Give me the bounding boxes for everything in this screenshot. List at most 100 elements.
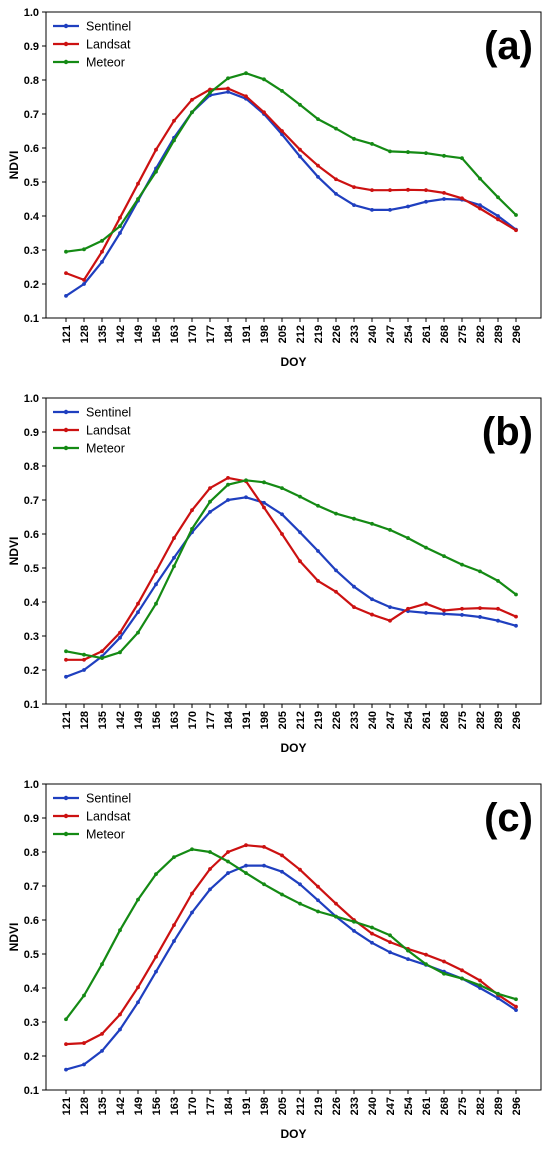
- data-point-meteor: [190, 110, 194, 115]
- x-tick-label: 226: [331, 1097, 343, 1115]
- data-point-sentinel: [514, 1008, 518, 1012]
- data-point-sentinel: [388, 950, 392, 955]
- x-tick-label: 212: [295, 325, 307, 343]
- x-tick-label: 219: [313, 325, 325, 343]
- data-point-meteor: [424, 962, 428, 967]
- legend-label-landsat: Landsat: [86, 810, 131, 824]
- data-point-meteor: [244, 871, 248, 875]
- data-point-landsat: [460, 196, 464, 201]
- y-tick-label: 0.2: [24, 279, 39, 291]
- legend-marker-meteor: [63, 445, 69, 451]
- data-point-landsat: [136, 181, 140, 186]
- legend-marker-sentinel: [63, 409, 69, 415]
- x-tick-label: 142: [115, 711, 127, 729]
- chart-panel-b: 0.1 0.2 0.3 0.4 0.5 0.6 0.7 0.8 0.9 1.0 121 128 135 1…: [0, 386, 550, 772]
- series-line-meteor: [65, 72, 517, 253]
- x-tick-label: 226: [331, 325, 343, 343]
- data-point-meteor: [136, 897, 140, 902]
- data-point-sentinel: [136, 1000, 140, 1005]
- x-tick-label: 135: [97, 711, 109, 729]
- data-point-meteor: [154, 169, 158, 174]
- legend-label-meteor: Meteor: [86, 56, 125, 70]
- data-point-meteor: [154, 872, 158, 876]
- x-tick-label: 240: [367, 711, 379, 729]
- data-point-sentinel: [118, 1027, 122, 1032]
- x-tick-label: 296: [511, 711, 523, 729]
- data-point-landsat: [406, 187, 410, 192]
- legend-marker-sentinel: [63, 795, 69, 801]
- x-tick-label: 254: [403, 1096, 415, 1115]
- data-point-meteor: [172, 138, 176, 143]
- data-point-sentinel: [388, 605, 392, 609]
- y-tick-label: 1.0: [24, 779, 39, 791]
- x-tick-label: 212: [295, 1097, 307, 1115]
- data-point-landsat: [280, 532, 284, 536]
- x-axis-label: DOY: [280, 741, 306, 755]
- series-line-sentinel: [65, 864, 517, 1071]
- x-tick-label: 142: [115, 325, 127, 343]
- x-tick-label: 289: [493, 325, 505, 343]
- data-point-sentinel: [226, 498, 230, 502]
- data-point-meteor: [460, 562, 464, 567]
- data-point-sentinel: [118, 635, 122, 640]
- data-point-landsat: [424, 952, 428, 957]
- data-point-landsat: [478, 206, 482, 211]
- data-point-landsat: [478, 978, 482, 983]
- x-tick-label: 156: [151, 325, 163, 343]
- data-point-sentinel: [478, 615, 482, 619]
- data-point-landsat: [460, 968, 464, 973]
- data-point-sentinel: [172, 555, 176, 560]
- data-point-landsat: [442, 190, 446, 195]
- y-tick-label: 0.9: [24, 41, 39, 53]
- series-line-landsat: [65, 87, 517, 281]
- data-point-landsat: [334, 177, 338, 182]
- legend-marker-landsat: [63, 813, 69, 819]
- data-point-sentinel: [280, 512, 284, 517]
- x-tick-label: 205: [277, 1097, 289, 1115]
- y-tick-label: 1.0: [24, 7, 39, 19]
- legend-marker-landsat: [63, 427, 69, 433]
- data-point-meteor: [370, 521, 374, 526]
- data-point-meteor: [460, 156, 464, 161]
- x-tick-label: 149: [133, 325, 145, 343]
- data-point-landsat: [226, 850, 230, 854]
- data-point-landsat: [442, 959, 446, 964]
- x-tick-label: 205: [277, 711, 289, 729]
- data-point-meteor: [64, 249, 68, 254]
- data-point-sentinel: [64, 294, 68, 298]
- chart-svg-c: 0.1 0.2 0.3 0.4 0.5 0.6 0.7 0.8 0.9 1.0 121 128 135 1…: [7, 779, 542, 1141]
- data-point-landsat: [82, 1041, 86, 1045]
- x-tick-label: 233: [349, 1097, 361, 1115]
- x-axis-label: DOY: [280, 355, 306, 369]
- data-point-meteor: [262, 882, 266, 887]
- data-point-landsat: [424, 188, 428, 193]
- data-point-landsat: [370, 188, 374, 193]
- data-point-meteor: [298, 102, 302, 107]
- data-point-meteor: [496, 195, 500, 200]
- data-point-sentinel: [370, 207, 374, 212]
- data-point-sentinel: [496, 214, 500, 218]
- data-point-landsat: [154, 147, 158, 152]
- data-point-sentinel: [154, 582, 158, 587]
- series-line-sentinel: [65, 496, 517, 678]
- data-point-landsat: [100, 649, 104, 654]
- y-tick-label: 0.4: [24, 211, 40, 223]
- y-tick-label: 0.5: [24, 177, 39, 189]
- data-point-meteor: [316, 117, 320, 121]
- x-tick-label: 219: [313, 1097, 325, 1115]
- x-tick-label: 170: [187, 1097, 199, 1115]
- x-tick-label: 191: [241, 1097, 253, 1115]
- series-line-landsat: [65, 844, 517, 1046]
- data-point-meteor: [442, 971, 446, 976]
- data-point-landsat: [316, 579, 320, 583]
- plot-frame: [45, 397, 542, 705]
- data-point-meteor: [100, 238, 104, 243]
- data-point-landsat: [370, 931, 374, 936]
- data-point-landsat: [208, 486, 212, 490]
- x-tick-label: 170: [187, 711, 199, 729]
- data-point-meteor: [172, 855, 176, 859]
- x-tick-label: 191: [241, 325, 253, 343]
- data-point-meteor: [100, 962, 104, 967]
- y-axis-label: NDVI: [7, 537, 21, 566]
- data-point-meteor: [118, 928, 122, 933]
